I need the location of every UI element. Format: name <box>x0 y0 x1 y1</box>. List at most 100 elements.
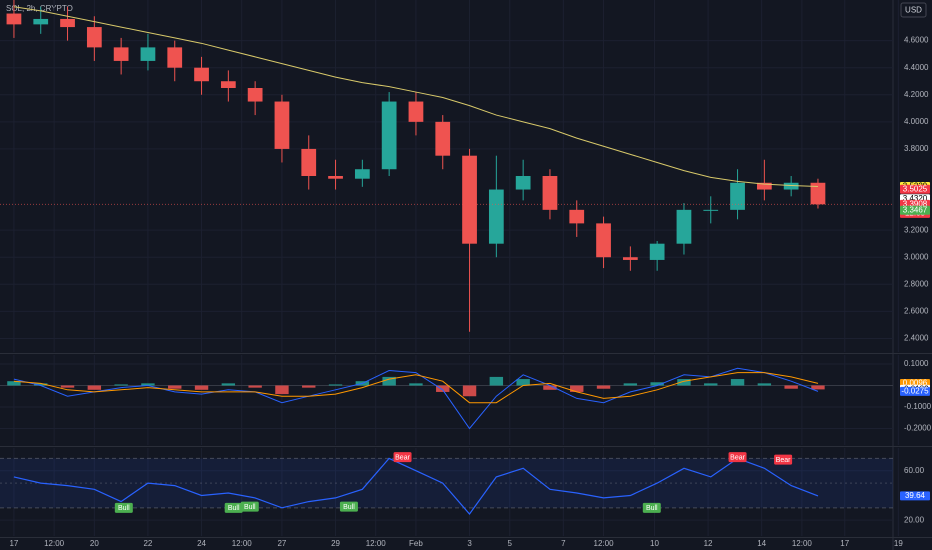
candle-body <box>730 182 745 210</box>
rsi-line <box>13 457 819 515</box>
candle-body <box>113 47 129 61</box>
histogram-bar <box>60 385 75 388</box>
histogram-bar <box>248 385 262 388</box>
y-tick-label: 4.6000 <box>904 36 929 45</box>
histogram-bar <box>596 385 611 389</box>
candle-body <box>515 176 531 190</box>
histogram-bar <box>221 383 236 386</box>
signal-label-box <box>393 452 412 463</box>
price-label: 3.3908 <box>903 199 928 208</box>
y-tick-label: -0.1000 <box>904 402 932 411</box>
x-tick-label: 10 <box>650 539 659 548</box>
candle-body <box>60 18 75 28</box>
price-label: 3.5025 <box>903 184 928 193</box>
x-tick-label: 17 <box>840 539 849 548</box>
price-label: 3.4320 <box>903 194 928 203</box>
x-tick-label: 12:00 <box>232 539 253 548</box>
y-tick-label: 3.2000 <box>904 225 929 234</box>
x-tick-label: 29 <box>331 539 340 548</box>
signal-label-box <box>114 502 133 513</box>
signal-label: Bear <box>395 454 410 461</box>
candle-body <box>569 209 585 224</box>
signal-label: Bear <box>776 457 791 464</box>
y-tick-label: 20.00 <box>904 515 925 524</box>
x-tick-label: 24 <box>197 539 206 548</box>
macd-line <box>13 367 819 430</box>
x-tick-label: 19 <box>894 539 903 548</box>
histogram-bar <box>168 385 182 389</box>
candle-body <box>381 101 397 170</box>
signal-label: Bull <box>244 504 256 511</box>
candle-body <box>488 189 504 244</box>
signal-label-box <box>774 454 793 465</box>
candle-body <box>140 47 156 61</box>
histogram-bar <box>141 383 155 386</box>
y-tick-label: 60.00 <box>904 466 925 475</box>
signal-line <box>13 372 819 404</box>
histogram-bar <box>114 384 128 386</box>
x-tick-label: 12:00 <box>44 539 65 548</box>
histogram-bar <box>784 385 798 389</box>
y-tick-label: 2.8000 <box>904 279 929 288</box>
y-tick-label: 3.8000 <box>904 144 929 153</box>
price-label: 3.3467 <box>903 205 928 214</box>
histogram-bar <box>570 385 584 392</box>
price-label: -0.0275 <box>901 387 929 396</box>
candle-body <box>194 67 209 82</box>
histogram-bar <box>194 385 209 390</box>
candle-body <box>328 176 343 179</box>
x-tick-label: 5 <box>508 539 513 548</box>
candle-body <box>274 101 290 149</box>
candle-body <box>622 257 638 260</box>
histogram-bar <box>275 385 289 395</box>
histogram-bar <box>328 384 343 386</box>
histogram-bar <box>704 383 718 386</box>
x-tick-label: 12:00 <box>792 539 813 548</box>
price-label-box <box>900 491 930 501</box>
y-tick-label: -0.2000 <box>904 424 932 433</box>
candle-body <box>435 121 451 156</box>
x-tick-label: 3 <box>467 539 472 548</box>
y-tick-label: 4.2000 <box>904 90 929 99</box>
histogram-bar <box>87 385 102 390</box>
candle-body <box>6 13 22 25</box>
y-tick-label: 2.4000 <box>904 334 929 343</box>
histogram-bar <box>677 379 691 386</box>
candle-body <box>301 148 317 176</box>
signal-label-box <box>339 501 358 512</box>
histogram-bar <box>489 376 504 386</box>
histogram-bar <box>382 376 396 386</box>
histogram-bar <box>409 383 423 386</box>
signal-label: Bull <box>646 505 658 512</box>
signal-label: Bull <box>343 504 355 511</box>
histogram-bar <box>516 379 530 386</box>
y-tick-label: 3.0000 <box>904 252 929 261</box>
candle-body <box>462 155 477 244</box>
y-tick-label: 4.4000 <box>904 63 929 72</box>
price-label-box <box>900 184 930 194</box>
signal-label: Bull <box>118 505 130 512</box>
candle-body <box>649 243 665 260</box>
histogram-bar <box>811 385 825 390</box>
histogram-bar <box>7 381 21 386</box>
histogram-bar <box>757 383 772 386</box>
histogram-bar <box>543 385 557 390</box>
signal-label: Bear <box>730 454 745 461</box>
currency: USD <box>905 6 922 15</box>
y-tick-label: 0.1000 <box>904 359 929 368</box>
candle-body <box>596 223 611 258</box>
candle-body <box>33 18 49 25</box>
histogram-bar <box>730 379 745 386</box>
candle-body <box>676 209 692 244</box>
candle-body <box>703 209 719 211</box>
chart-title: SOL, 2h, CRYPTO <box>6 4 73 13</box>
currency-box[interactable] <box>900 2 927 18</box>
x-tick-label: 12 <box>704 539 713 548</box>
x-tick-label: 17 <box>9 539 18 548</box>
histogram-bar <box>623 383 638 386</box>
x-tick-label: 12:00 <box>366 539 387 548</box>
x-tick-label: 27 <box>277 539 286 548</box>
candle-body <box>86 27 102 48</box>
histogram-bar <box>462 385 477 397</box>
